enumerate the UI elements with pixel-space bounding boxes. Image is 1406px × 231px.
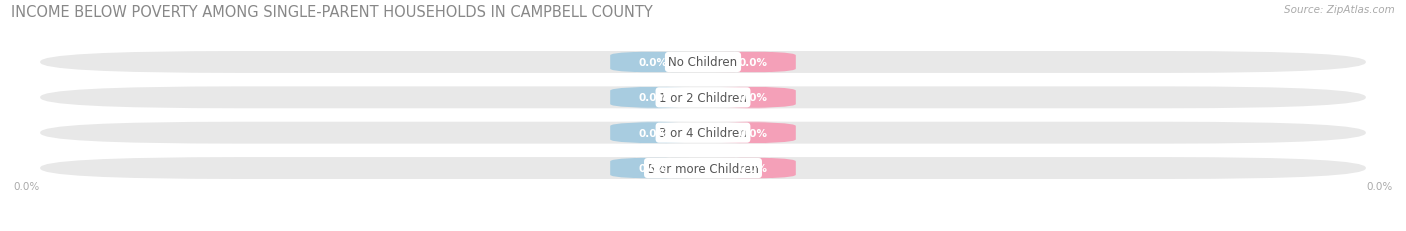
Text: Source: ZipAtlas.com: Source: ZipAtlas.com [1284, 5, 1395, 15]
FancyBboxPatch shape [710, 87, 796, 109]
Text: 0.0%: 0.0% [638, 58, 668, 68]
FancyBboxPatch shape [710, 122, 796, 144]
FancyBboxPatch shape [41, 122, 1365, 144]
FancyBboxPatch shape [610, 122, 696, 144]
Text: No Children: No Children [668, 56, 738, 69]
Text: 0.0%: 0.0% [638, 163, 668, 173]
Text: 1 or 2 Children: 1 or 2 Children [659, 91, 747, 104]
FancyBboxPatch shape [41, 52, 1365, 74]
Text: 0.0%: 0.0% [738, 93, 768, 103]
Text: 0.0%: 0.0% [738, 163, 768, 173]
FancyBboxPatch shape [610, 87, 696, 109]
Text: 5 or more Children: 5 or more Children [648, 162, 758, 175]
Text: 0.0%: 0.0% [1367, 182, 1392, 191]
Text: 0.0%: 0.0% [738, 58, 768, 68]
FancyBboxPatch shape [610, 157, 696, 179]
Text: 0.0%: 0.0% [638, 93, 668, 103]
FancyBboxPatch shape [710, 157, 796, 179]
FancyBboxPatch shape [41, 157, 1365, 179]
Text: 0.0%: 0.0% [738, 128, 768, 138]
FancyBboxPatch shape [610, 52, 696, 74]
FancyBboxPatch shape [41, 87, 1365, 109]
Text: INCOME BELOW POVERTY AMONG SINGLE-PARENT HOUSEHOLDS IN CAMPBELL COUNTY: INCOME BELOW POVERTY AMONG SINGLE-PARENT… [11, 5, 652, 20]
Text: 3 or 4 Children: 3 or 4 Children [659, 127, 747, 140]
FancyBboxPatch shape [710, 52, 796, 74]
Text: 0.0%: 0.0% [14, 182, 39, 191]
Text: 0.0%: 0.0% [638, 128, 668, 138]
